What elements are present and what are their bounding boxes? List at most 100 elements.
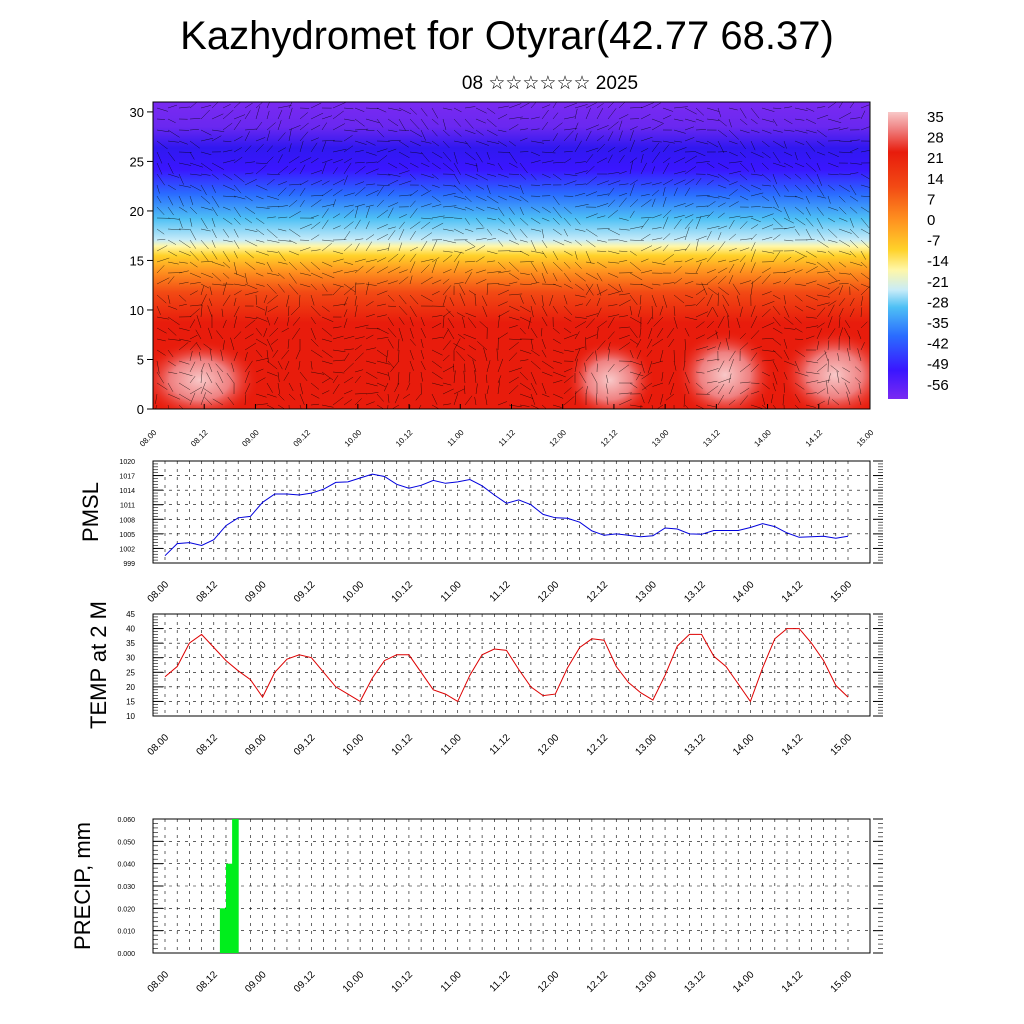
wind-vector xyxy=(497,375,502,384)
wind-vector xyxy=(156,184,160,194)
x-tick-label: 11.00 xyxy=(439,732,464,757)
wind-vector xyxy=(541,228,545,239)
wind-vector xyxy=(156,265,165,274)
wind-vector xyxy=(519,382,531,391)
wind-vector xyxy=(596,157,608,164)
wind-vector xyxy=(673,179,686,186)
wind-vector xyxy=(221,308,224,318)
wind-vector xyxy=(462,316,466,329)
wind-vector xyxy=(200,363,205,373)
wind-vector xyxy=(354,203,365,208)
wind-vector xyxy=(684,219,694,230)
wind-vector xyxy=(805,261,816,265)
wind-vector xyxy=(354,243,360,252)
wind-vector xyxy=(830,365,840,373)
wind-vector xyxy=(464,239,476,247)
wind-vector xyxy=(728,118,732,128)
wind-vector xyxy=(585,261,595,264)
wind-vector xyxy=(365,313,375,318)
wind-vector xyxy=(662,179,674,186)
wind-vector xyxy=(541,184,552,186)
wind-vector xyxy=(673,260,683,263)
wind-vector xyxy=(255,338,268,346)
wind-vector xyxy=(607,102,615,109)
wind-vector xyxy=(310,382,320,390)
wind-vector xyxy=(846,391,851,406)
wind-vector xyxy=(717,140,725,154)
wind-vector xyxy=(255,184,268,191)
wind-vector xyxy=(541,360,554,369)
wind-vector xyxy=(739,118,748,126)
wind-vector xyxy=(486,250,498,255)
wind-vector xyxy=(409,294,419,305)
wind-vector xyxy=(284,360,290,371)
wind-vector xyxy=(354,344,363,351)
wind-vector xyxy=(706,118,720,121)
wind-vector xyxy=(277,371,280,383)
wind-vector xyxy=(673,187,678,197)
wind-vector xyxy=(816,351,827,362)
colorbar-label: 35 xyxy=(927,109,944,126)
wind-vector xyxy=(288,283,299,295)
wind-vector xyxy=(475,107,487,114)
wind-vector xyxy=(728,129,739,140)
wind-vector xyxy=(563,128,578,131)
wind-vector xyxy=(563,349,574,353)
warm-spot xyxy=(565,340,655,409)
wind-vector xyxy=(666,327,675,339)
wind-vector xyxy=(805,335,815,340)
wind-vector xyxy=(155,404,158,409)
wind-vector xyxy=(596,107,604,120)
wind-vector xyxy=(717,202,726,208)
wind-vector xyxy=(541,206,551,213)
wind-vector xyxy=(728,263,735,274)
wind-vector xyxy=(354,336,365,340)
wind-vector xyxy=(200,195,211,204)
wind-vector xyxy=(295,349,301,360)
wind-vector xyxy=(332,326,342,329)
wind-vector xyxy=(189,386,203,395)
wind-vector xyxy=(519,393,534,399)
wind-vector xyxy=(442,216,454,219)
wind-vector xyxy=(200,261,213,263)
wind-vector xyxy=(629,327,638,339)
wind-vector xyxy=(167,393,181,400)
wind-vector xyxy=(310,234,320,241)
wind-vector xyxy=(596,289,608,296)
wind-vector xyxy=(574,303,583,307)
wind-vector xyxy=(706,201,716,208)
wind-vector xyxy=(211,206,218,217)
wind-vector xyxy=(211,283,226,286)
y-tick-label: 0 xyxy=(137,402,144,417)
wind-vector xyxy=(838,173,851,175)
wind-vector xyxy=(519,261,534,263)
wind-vector xyxy=(299,382,304,395)
x-tick-label: 11.12 xyxy=(488,969,513,994)
wind-vector xyxy=(453,184,464,194)
wind-vector xyxy=(277,216,288,219)
wind-vector xyxy=(860,206,870,213)
y-tick-label: 0.060 xyxy=(117,817,135,824)
wind-vector xyxy=(409,261,416,274)
wind-vector xyxy=(189,376,196,384)
wind-vector xyxy=(204,396,213,406)
wind-vector xyxy=(783,106,793,109)
wind-vector xyxy=(695,321,705,329)
wind-vector xyxy=(332,335,344,340)
wind-vector xyxy=(178,281,189,285)
wind-vector xyxy=(728,161,743,164)
wind-vector xyxy=(849,283,860,291)
x-tick-label: 13.00 xyxy=(634,579,660,605)
wind-vector xyxy=(343,162,352,175)
wind-vector xyxy=(255,162,268,164)
wind-vector xyxy=(629,210,635,219)
wind-vector xyxy=(409,316,414,327)
wind-vector xyxy=(310,158,319,164)
wind-vector xyxy=(541,272,546,283)
wind-vector xyxy=(783,349,790,360)
wind-vector xyxy=(541,239,548,249)
wind-vector xyxy=(585,386,588,395)
wind-vector xyxy=(211,135,222,142)
wind-vector xyxy=(750,364,759,373)
